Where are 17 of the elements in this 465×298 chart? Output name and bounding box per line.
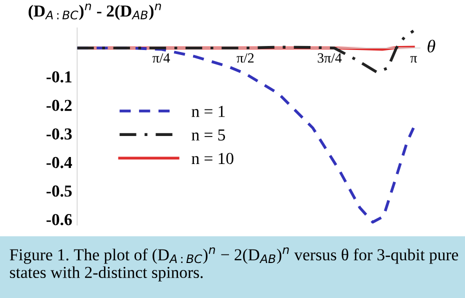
line-series — [77, 29, 415, 74]
legend-label: n = 5 — [192, 129, 226, 141]
y-tick-label: -0.5 — [46, 185, 72, 197]
y-tick-label: -0.4 — [46, 156, 72, 168]
x-axis-title: θ — [428, 40, 436, 53]
y-tick-label: -0.3 — [46, 128, 72, 140]
text: Figure 1. The plot of (D$_{A:BC}$)$^{n}$ − 2(D$_{AB}$)$^{n}$ versus θ for 3-qubit pure states with 2-distinct spinors. — [10, 247, 458, 282]
x-tick-label: π/2 — [236, 53, 254, 63]
legend-label: n = 10 — [192, 152, 234, 164]
y-axis-title: (D$_{A:BC}$)$^{n}$ - 2(D$_{AB}$)$^{n}$ — [28, 4, 161, 20]
y-tick-label: -0.1 — [46, 71, 72, 83]
legend-label: n = 1 — [192, 106, 225, 117]
y-tick-label: -0.6 — [46, 214, 72, 226]
x-tick-label: π — [410, 56, 417, 63]
x-tick-label: π/4 — [152, 53, 170, 63]
y-tick-label: -0.2 — [46, 100, 72, 112]
x-tick-label: 3π/4 — [318, 53, 342, 63]
